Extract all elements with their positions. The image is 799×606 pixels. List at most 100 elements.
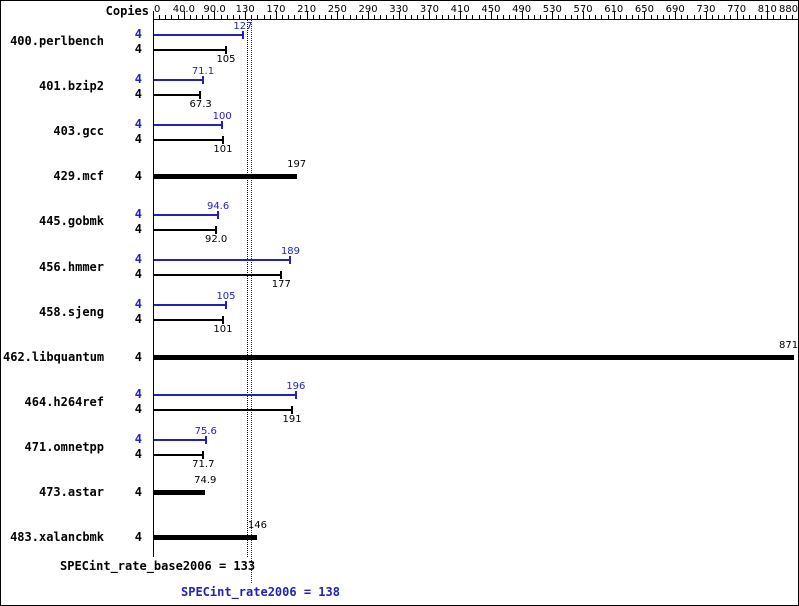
axis-minor-tick [165, 15, 167, 19]
copies-value: 4 [134, 26, 142, 41]
copies-value: 4 [134, 530, 142, 545]
base-bar-endcap [202, 451, 205, 460]
axis-minor-tick [742, 15, 744, 19]
peak-bar-endcap [221, 120, 224, 129]
axis-minor-tick [712, 15, 713, 19]
peak-value-label: 105 [216, 291, 236, 303]
axis-minor-tick [294, 15, 296, 19]
peak-bar-endcap [224, 301, 227, 310]
axis-minor-tick [687, 15, 689, 19]
axis-minor-tick [380, 15, 382, 19]
axis-minor-tick [540, 15, 541, 19]
axis-major-tick [460, 11, 462, 19]
axis-minor-tick [220, 15, 222, 19]
axis-minor-tick [773, 15, 775, 19]
axis-major-tick [275, 11, 277, 19]
axis-major-tick [736, 11, 738, 19]
axis-tick-label: 490 [512, 4, 532, 15]
axis-minor-tick [527, 15, 529, 19]
copies-value: 4 [134, 312, 142, 327]
peak-mean-line [251, 19, 253, 583]
axis-major-tick [675, 11, 677, 19]
copies-value: 4 [134, 267, 142, 281]
axis-minor-tick [300, 15, 302, 19]
copies-value: 4 [134, 402, 142, 417]
peak-bar [154, 394, 295, 397]
axis-minor-tick [177, 15, 179, 19]
axis-minor-tick [441, 15, 443, 19]
peak-bar [154, 213, 217, 216]
axis-tick-label: 330 [389, 4, 409, 15]
copies-value: 4 [134, 485, 142, 499]
axis-minor-tick [730, 15, 732, 19]
peak-value-label: 189 [280, 246, 301, 257]
axis-minor-tick [355, 15, 357, 19]
peak-bar-endcap [204, 436, 207, 445]
copies-value: 4 [134, 387, 142, 402]
axis-minor-tick [607, 15, 609, 19]
axis-minor-tick [724, 15, 726, 19]
copies-value: 4 [134, 71, 142, 86]
axis-minor-tick [761, 15, 763, 19]
base-bar [154, 490, 206, 495]
axis-minor-tick [718, 15, 720, 19]
axis-minor-tick [386, 15, 388, 19]
axis-tick-label: 450 [481, 4, 501, 15]
base-value-label: 871 [779, 339, 799, 351]
axis-major-tick [429, 11, 431, 19]
axis-minor-tick [189, 15, 191, 19]
axis-major-tick [552, 11, 554, 19]
axis-major-tick [337, 11, 339, 19]
axis-minor-tick [239, 15, 240, 19]
axis-minor-tick [515, 15, 517, 19]
axis-minor-tick [325, 15, 326, 19]
axis-major-tick [183, 11, 185, 19]
axis-minor-tick [159, 15, 161, 19]
axis-tick-label: 40.0 [172, 4, 195, 15]
copies-column-header: Copies [105, 4, 149, 18]
base-value-label: 197 [287, 159, 307, 171]
axis-minor-tick [619, 15, 621, 19]
base-bar [154, 228, 215, 231]
axis-minor-tick [411, 15, 412, 19]
axis-tick-label: 290 [358, 4, 378, 15]
copies-value: 4 [134, 221, 142, 236]
axis-minor-tick [558, 15, 560, 19]
axis-minor-tick [533, 15, 535, 19]
copies-value: 4 [134, 206, 142, 221]
axis-minor-tick [447, 15, 449, 19]
base-value-label: 92.0 [204, 233, 228, 245]
benchmark-label: 403.gcc [53, 124, 104, 139]
benchmark-label: 400.perlbench [10, 34, 104, 48]
axis-tick-label: 650 [634, 4, 655, 15]
axis-major-tick [245, 11, 247, 19]
peak-bar-endcap [294, 391, 297, 400]
axis-major-tick [214, 11, 216, 19]
copies-value: 4 [134, 169, 142, 184]
axis-tick-label: 690 [665, 4, 685, 15]
axis-minor-tick [472, 15, 474, 19]
base-bar [154, 174, 297, 180]
base-bar [154, 48, 225, 51]
base-value-label: 74.9 [194, 475, 217, 486]
axis-minor-tick [196, 15, 197, 19]
base-mean-line [247, 19, 249, 557]
base-bar [154, 535, 258, 541]
peak-value-label: 71.1 [191, 65, 215, 77]
axis-major-tick [521, 11, 523, 19]
axis-minor-tick [435, 15, 437, 19]
axis-minor-tick [226, 15, 228, 19]
benchmark-label: 462.libquantum [3, 349, 105, 364]
axis-tick-label: 90.0 [203, 4, 226, 15]
axis-minor-tick [601, 15, 603, 19]
axis-minor-tick [662, 15, 664, 19]
axis-minor-tick [785, 15, 787, 19]
axis-minor-tick [509, 15, 511, 19]
base-value-label: 101 [213, 324, 233, 336]
peak-bar-endcap [241, 30, 244, 39]
axis-minor-tick [546, 15, 548, 19]
axis-tick-label: 610 [604, 4, 624, 15]
copies-value: 4 [134, 252, 142, 266]
copies-value: 4 [134, 432, 142, 447]
axis-minor-tick [208, 15, 210, 19]
